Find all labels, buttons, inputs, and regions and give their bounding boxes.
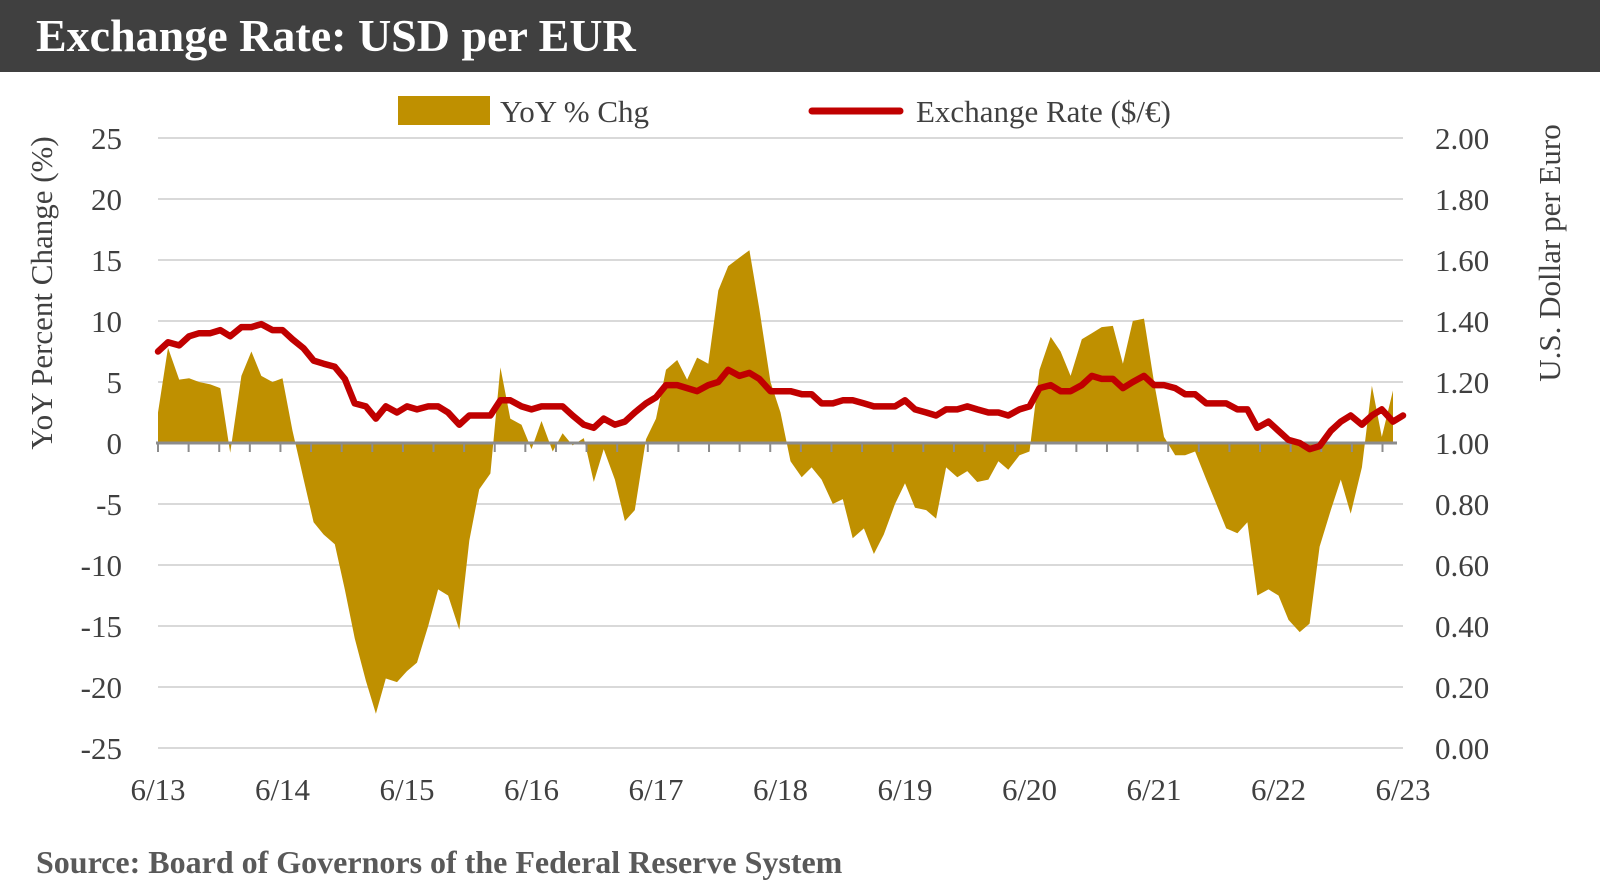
x-tick-label: 6/20 [1002, 772, 1057, 807]
y-left-tick-label: 20 [91, 182, 122, 217]
y-right-tick-label: 1.00 [1435, 426, 1489, 461]
x-tick-label: 6/21 [1126, 772, 1181, 807]
y-right-tick-label: 1.20 [1435, 365, 1489, 400]
x-tick-label: 6/14 [255, 772, 311, 807]
y-left-tick-label: -5 [96, 487, 122, 522]
y-left-tick-label: 5 [107, 365, 123, 400]
x-tick-label: 6/15 [379, 772, 434, 807]
x-tick-label: 6/23 [1375, 772, 1430, 807]
y-left-tick-label: 10 [91, 304, 122, 339]
y-left-tick-label: 0 [107, 426, 123, 461]
y-right-tick-label: 0.60 [1435, 548, 1489, 583]
x-tick-label: 6/13 [130, 772, 185, 807]
series-exchange-rate-line [154, 320, 1407, 453]
y-right-tick-label: 0.20 [1435, 670, 1489, 705]
y-right-tick-label: 1.80 [1435, 182, 1489, 217]
title-bar: Exchange Rate: USD per EUR [0, 0, 1600, 72]
y-left-tick-label: -25 [81, 731, 122, 766]
y-right-tick-label: 0.80 [1435, 487, 1489, 522]
y-right-tick-label: 2.00 [1435, 121, 1489, 156]
exchange-rate-chart: 25 20 15 10 5 0 -5 -10 -15 -20 -25 2.00 1.80 1.60 1.40… [24, 94, 1567, 807]
chart-title: Exchange Rate: USD per EUR [36, 10, 636, 61]
x-tick-label: 6/17 [628, 772, 683, 807]
y-right-tick-label: 1.40 [1435, 304, 1489, 339]
legend-label-yoy: YoY % Chg [500, 94, 649, 129]
source-note: Source: Board of Governors of the Federa… [36, 844, 843, 880]
y-left-tick-label: -20 [81, 670, 122, 705]
legend-label-exchange-rate: Exchange Rate ($/€) [916, 94, 1171, 129]
y-left-tick-label: 15 [91, 243, 122, 278]
x-tick-label: 6/16 [504, 772, 559, 807]
y-left-tick-label: -10 [81, 548, 122, 583]
y-left-axis-title: YoY Percent Change (%) [24, 136, 59, 449]
y-right-tick-label: 0.00 [1435, 731, 1489, 766]
y-right-tick-label: 0.40 [1435, 609, 1489, 644]
x-tick-label: 6/18 [753, 772, 808, 807]
legend-swatch-yoy [398, 96, 490, 125]
y-right-tick-label: 1.60 [1435, 243, 1489, 278]
x-tick-label: 6/22 [1251, 772, 1306, 807]
y-right-axis-title: U.S. Dollar per Euro [1532, 124, 1567, 381]
y-left-tick-label: -15 [81, 609, 122, 644]
x-tick-label: 6/19 [877, 772, 932, 807]
y-left-tick-label: 25 [91, 121, 122, 156]
series-yoy-pct-chg-area [158, 250, 1393, 714]
